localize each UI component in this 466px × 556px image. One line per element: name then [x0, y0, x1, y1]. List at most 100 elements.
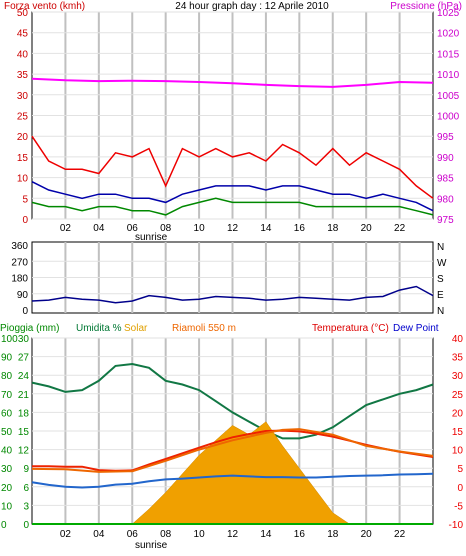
rain-tick-label: 6	[23, 483, 29, 494]
hour-tick-label: 20	[361, 529, 373, 540]
direction-tick-label: 90	[17, 290, 29, 301]
wind-tick-label: 20	[17, 132, 29, 143]
wind-tick-label: 0	[22, 215, 28, 226]
temperature-tick-label: 20	[452, 408, 464, 419]
wind-y-ticks: 0 5 10 15 20 25 30 35 40 45 50	[17, 8, 29, 226]
pressure-axis-label: Pressione (hPa)	[390, 1, 462, 12]
temperature-x-ticks: 02 04 06 08 10 12 14 16 18 20 22	[60, 529, 406, 540]
humidity-tick-label: 20	[1, 483, 13, 494]
humidity-tick-label: 60	[1, 408, 13, 419]
series-wind-gust	[31, 135, 434, 199]
direction-y-ticks: 0 90 180 270 360	[11, 241, 28, 317]
humidity-tick-label: 100	[1, 334, 18, 345]
pressure-tick-label: 1025	[437, 8, 460, 19]
wind-tick-label: 40	[17, 49, 29, 60]
temperature-tick-label: 30	[452, 371, 464, 382]
compass-label: E	[437, 290, 444, 301]
hour-tick-label: 12	[227, 223, 239, 234]
hour-tick-label: 22	[394, 223, 406, 234]
direction-tick-label: 180	[11, 274, 28, 285]
compass-label: W	[437, 258, 447, 269]
direction-tick-label: 0	[22, 306, 28, 317]
wind-tick-label: 25	[17, 112, 29, 123]
temperature-tick-label: -10	[449, 520, 464, 531]
rain-y-ticks: 0 3 6 9 12 15 18 21 24 27 30	[18, 334, 30, 531]
temperature-tick-label: -5	[454, 501, 463, 512]
wind-pressure-series	[31, 77, 434, 216]
pressure-tick-label: 995	[437, 132, 454, 143]
rain-tick-label: 12	[18, 446, 30, 457]
rain-tick-label: 9	[23, 464, 29, 475]
hour-tick-label: 04	[93, 223, 105, 234]
wind-tick-label: 30	[17, 91, 29, 102]
series-wind-average	[31, 181, 434, 212]
series-dew-point	[31, 472, 434, 489]
temperature-tick-label: 25	[452, 390, 464, 401]
hour-tick-label: 06	[127, 529, 139, 540]
hour-tick-label: 08	[160, 223, 172, 234]
temperature-tick-label: 35	[452, 353, 464, 364]
rain-tick-label: 24	[18, 371, 30, 382]
humidity-tick-label: 80	[1, 371, 13, 382]
sunrise-label-top: sunrise	[135, 232, 168, 243]
hour-tick-label: 22	[394, 529, 406, 540]
humidity-tick-label: 70	[1, 390, 13, 401]
series-temperature	[32, 429, 434, 472]
legend: Pioggia (mm) Umidita % Solar Riamoli 550…	[0, 323, 439, 334]
direction-tick-label: 360	[11, 241, 28, 252]
hour-tick-label: 16	[294, 529, 306, 540]
wind-x-ticks: 02 04 06 08 10 12 14 16 18 20 22	[60, 223, 406, 234]
temperature-tick-label: 5	[457, 464, 463, 475]
series-humidity	[31, 362, 434, 440]
humidity-tick-label: 0	[1, 520, 7, 531]
hour-tick-label: 02	[60, 529, 72, 540]
wind-axis-label: Forza vento (kmh)	[4, 1, 85, 12]
pressure-tick-label: 985	[437, 174, 454, 185]
hour-tick-label: 16	[294, 223, 306, 234]
temperature-tick-label: 40	[452, 334, 464, 345]
temperature-tick-label: 10	[452, 446, 464, 457]
wind-pressure-grid	[32, 11, 433, 220]
rain-tick-label: 27	[18, 353, 30, 364]
hour-tick-label: 14	[260, 223, 272, 234]
pressure-tick-label: 1000	[437, 112, 460, 123]
hour-tick-label: 08	[160, 529, 172, 540]
compass-label: S	[437, 274, 444, 285]
humidity-tick-label: 40	[1, 446, 13, 457]
pressure-tick-label: 1020	[437, 29, 460, 40]
legend-solar: Solar	[124, 323, 148, 334]
pressure-tick-label: 975	[437, 215, 454, 226]
wind-tick-label: 15	[17, 153, 29, 164]
direction-tick-label: 270	[11, 257, 28, 268]
rain-tick-label: 0	[23, 520, 29, 531]
pressure-tick-label: 990	[437, 153, 454, 164]
pressure-tick-label: 1005	[437, 91, 460, 102]
hour-tick-label: 20	[361, 223, 373, 234]
legend-humidity: Umidita %	[76, 323, 122, 334]
compass-label: N	[437, 306, 444, 317]
wind-tick-label: 5	[22, 194, 28, 205]
wind-tick-label: 45	[17, 29, 29, 40]
humidity-tick-label: 50	[1, 427, 13, 438]
rain-tick-label: 15	[18, 427, 30, 438]
pressure-tick-label: 980	[437, 194, 454, 205]
hour-tick-label: 18	[327, 223, 339, 234]
chart-title: 24 hour graph day : 12 Aprile 2010	[175, 1, 329, 12]
wind-tick-label: 35	[17, 70, 29, 81]
humidity-y-ticks: 0 10 20 30 40 50 60 70 80 90 100	[1, 334, 18, 531]
hour-tick-label: 12	[227, 529, 239, 540]
sunrise-label-bottom: sunrise	[135, 540, 168, 551]
direction-series	[31, 285, 434, 304]
hour-tick-label: 10	[194, 223, 206, 234]
temperature-tick-label: 15	[452, 427, 464, 438]
pressure-y-ticks: 975 980 985 990 995 1000 1005 1010 1015 1020 1025	[437, 8, 460, 226]
hour-tick-label: 14	[260, 529, 272, 540]
legend-dew-point: Dew Point	[393, 323, 439, 334]
hour-tick-label: 04	[93, 529, 105, 540]
wind-tick-label: 10	[17, 174, 29, 185]
